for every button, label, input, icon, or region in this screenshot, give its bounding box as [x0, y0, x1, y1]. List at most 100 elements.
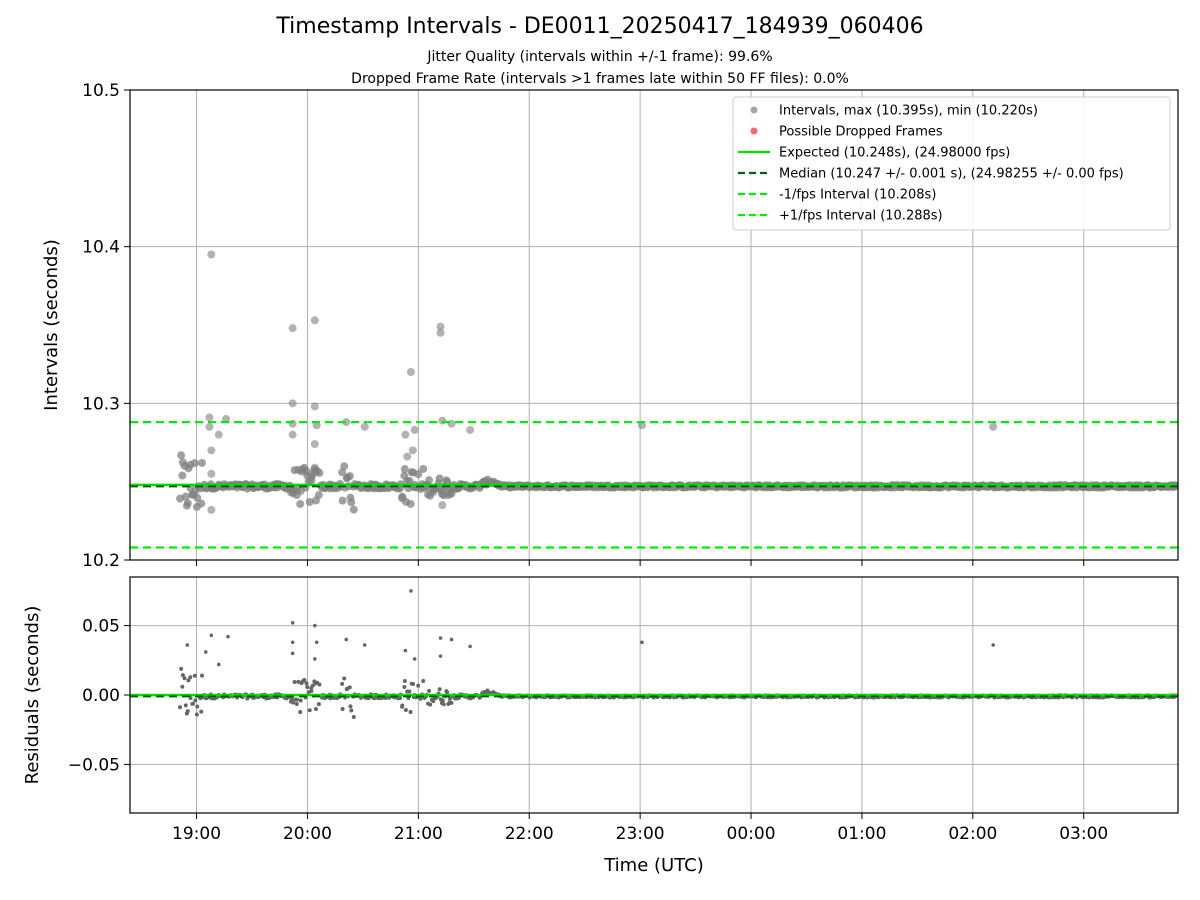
residual-point — [416, 683, 421, 688]
residual-outlier-point — [409, 589, 413, 593]
x-tick-label: 20:00 — [283, 824, 332, 844]
residual-outlier-point — [438, 636, 443, 640]
residual-outlier-point — [203, 650, 208, 654]
residual-outlier-point — [991, 643, 995, 647]
residual-point — [400, 703, 405, 708]
residual-point — [194, 712, 199, 717]
x-tick-label: 01:00 — [837, 824, 886, 844]
interval-outlier-point — [310, 440, 319, 449]
residual-point — [298, 709, 303, 714]
residual-point — [402, 679, 407, 684]
residual-outlier-point — [344, 637, 349, 642]
residual-outlier-point — [216, 662, 221, 667]
interval-point — [345, 472, 354, 481]
residual-outlier-point — [290, 640, 295, 645]
legend-expected-label: Expected (10.248s), (24.98000 fps) — [779, 146, 1010, 161]
residual-outlier-point — [468, 644, 472, 649]
chart-title: Timestamp Intervals - DE0011_20250417_18… — [276, 14, 924, 39]
residuals-y-tick-label: 0.05 — [82, 617, 120, 637]
interval-outlier-point — [637, 421, 646, 430]
residual-point — [349, 708, 354, 713]
residual-point — [372, 696, 377, 701]
interval-outlier-point — [410, 425, 419, 434]
legend-intervals-label: Intervals, max (10.395s), min (10.220s) — [779, 104, 1038, 119]
residual-point — [418, 696, 423, 701]
residual-outlier-point — [314, 640, 319, 645]
residual-point — [289, 696, 294, 701]
interval-point — [338, 496, 347, 505]
jitter-quality-subtitle: Jitter Quality (intervals within +/-1 fr… — [427, 49, 773, 65]
x-tick-label: 19:00 — [172, 824, 221, 844]
residual-point — [179, 666, 184, 671]
intervals-y-axis: 10.2 10.3 10.4 10.5 — [82, 81, 1085, 571]
x-tick-label: 22:00 — [505, 824, 554, 844]
residuals-plot-area — [130, 589, 1178, 720]
legend-box — [732, 96, 1171, 231]
residuals-axes: 19:00 20:00 21:00 22:00 23:00 00:00 01:00 02:00… — [68, 617, 1108, 844]
interval-outlier-point — [466, 425, 475, 434]
residual-point — [342, 676, 347, 681]
residual-point — [340, 681, 345, 686]
interval-point — [349, 505, 358, 514]
interval-outlier-point — [288, 430, 297, 439]
intervals-y-tick-label: 10.4 — [82, 238, 120, 258]
residual-point — [411, 682, 416, 687]
x-tick-label: 03:00 — [1059, 824, 1108, 844]
interval-point — [198, 458, 207, 467]
residual-point — [192, 673, 197, 678]
interval-outlier-point — [288, 419, 297, 428]
interval-point — [296, 499, 305, 508]
residual-outlier-point — [438, 654, 443, 658]
residual-point — [347, 685, 352, 690]
x-axis-label: Time (UTC) — [603, 855, 704, 876]
residual-point — [292, 680, 297, 685]
intervals-plot-area — [130, 250, 1178, 549]
interval-point — [315, 468, 324, 477]
residual-point — [313, 706, 318, 711]
residual-outlier-point — [226, 634, 230, 639]
residual-point — [294, 702, 299, 707]
residual-point — [445, 690, 450, 695]
interval-outlier-point — [447, 419, 456, 428]
interval-point — [400, 465, 409, 474]
interval-point — [419, 464, 428, 473]
residual-point — [296, 679, 301, 684]
residual-point — [421, 678, 426, 683]
interval-point — [178, 471, 187, 480]
residual-point — [437, 687, 442, 692]
interval-outlier-point — [406, 368, 415, 376]
residual-point — [193, 698, 198, 703]
interval-outlier-point — [342, 418, 351, 427]
interval-point — [305, 497, 314, 506]
residual-point — [351, 715, 356, 720]
interval-outlier-point — [214, 430, 223, 439]
residual-point — [195, 704, 200, 709]
interval-point — [193, 493, 202, 502]
residual-outlier-point — [313, 657, 317, 661]
interval-point — [307, 476, 316, 485]
interval-outlier-point — [436, 328, 445, 337]
residual-outlier-point — [209, 633, 214, 638]
interval-outlier-point — [288, 399, 297, 408]
interval-point — [177, 451, 186, 460]
interval-outlier-point — [312, 421, 321, 430]
legend-minus-one-fps-label: -1/fps Interval (10.208s) — [779, 188, 936, 203]
interval-outlier-point — [207, 250, 216, 259]
x-tick-label: 21:00 — [394, 824, 443, 844]
interval-outlier-point — [360, 422, 369, 431]
interval-outlier-point — [222, 415, 231, 423]
interval-outlier-point — [436, 322, 445, 331]
residual-outlier-point — [412, 657, 417, 661]
interval-point — [347, 498, 356, 507]
residual-outlier-point — [290, 621, 295, 625]
residual-point — [340, 707, 345, 712]
interval-point — [435, 474, 444, 483]
interval-point — [181, 492, 190, 501]
residual-point — [427, 688, 432, 693]
interval-outlier-point — [288, 324, 297, 333]
interval-outlier-point — [310, 402, 319, 411]
interval-point — [197, 499, 206, 508]
interval-point — [338, 468, 347, 477]
interval-outlier-point — [207, 446, 216, 455]
interval-outlier-point — [207, 469, 216, 478]
